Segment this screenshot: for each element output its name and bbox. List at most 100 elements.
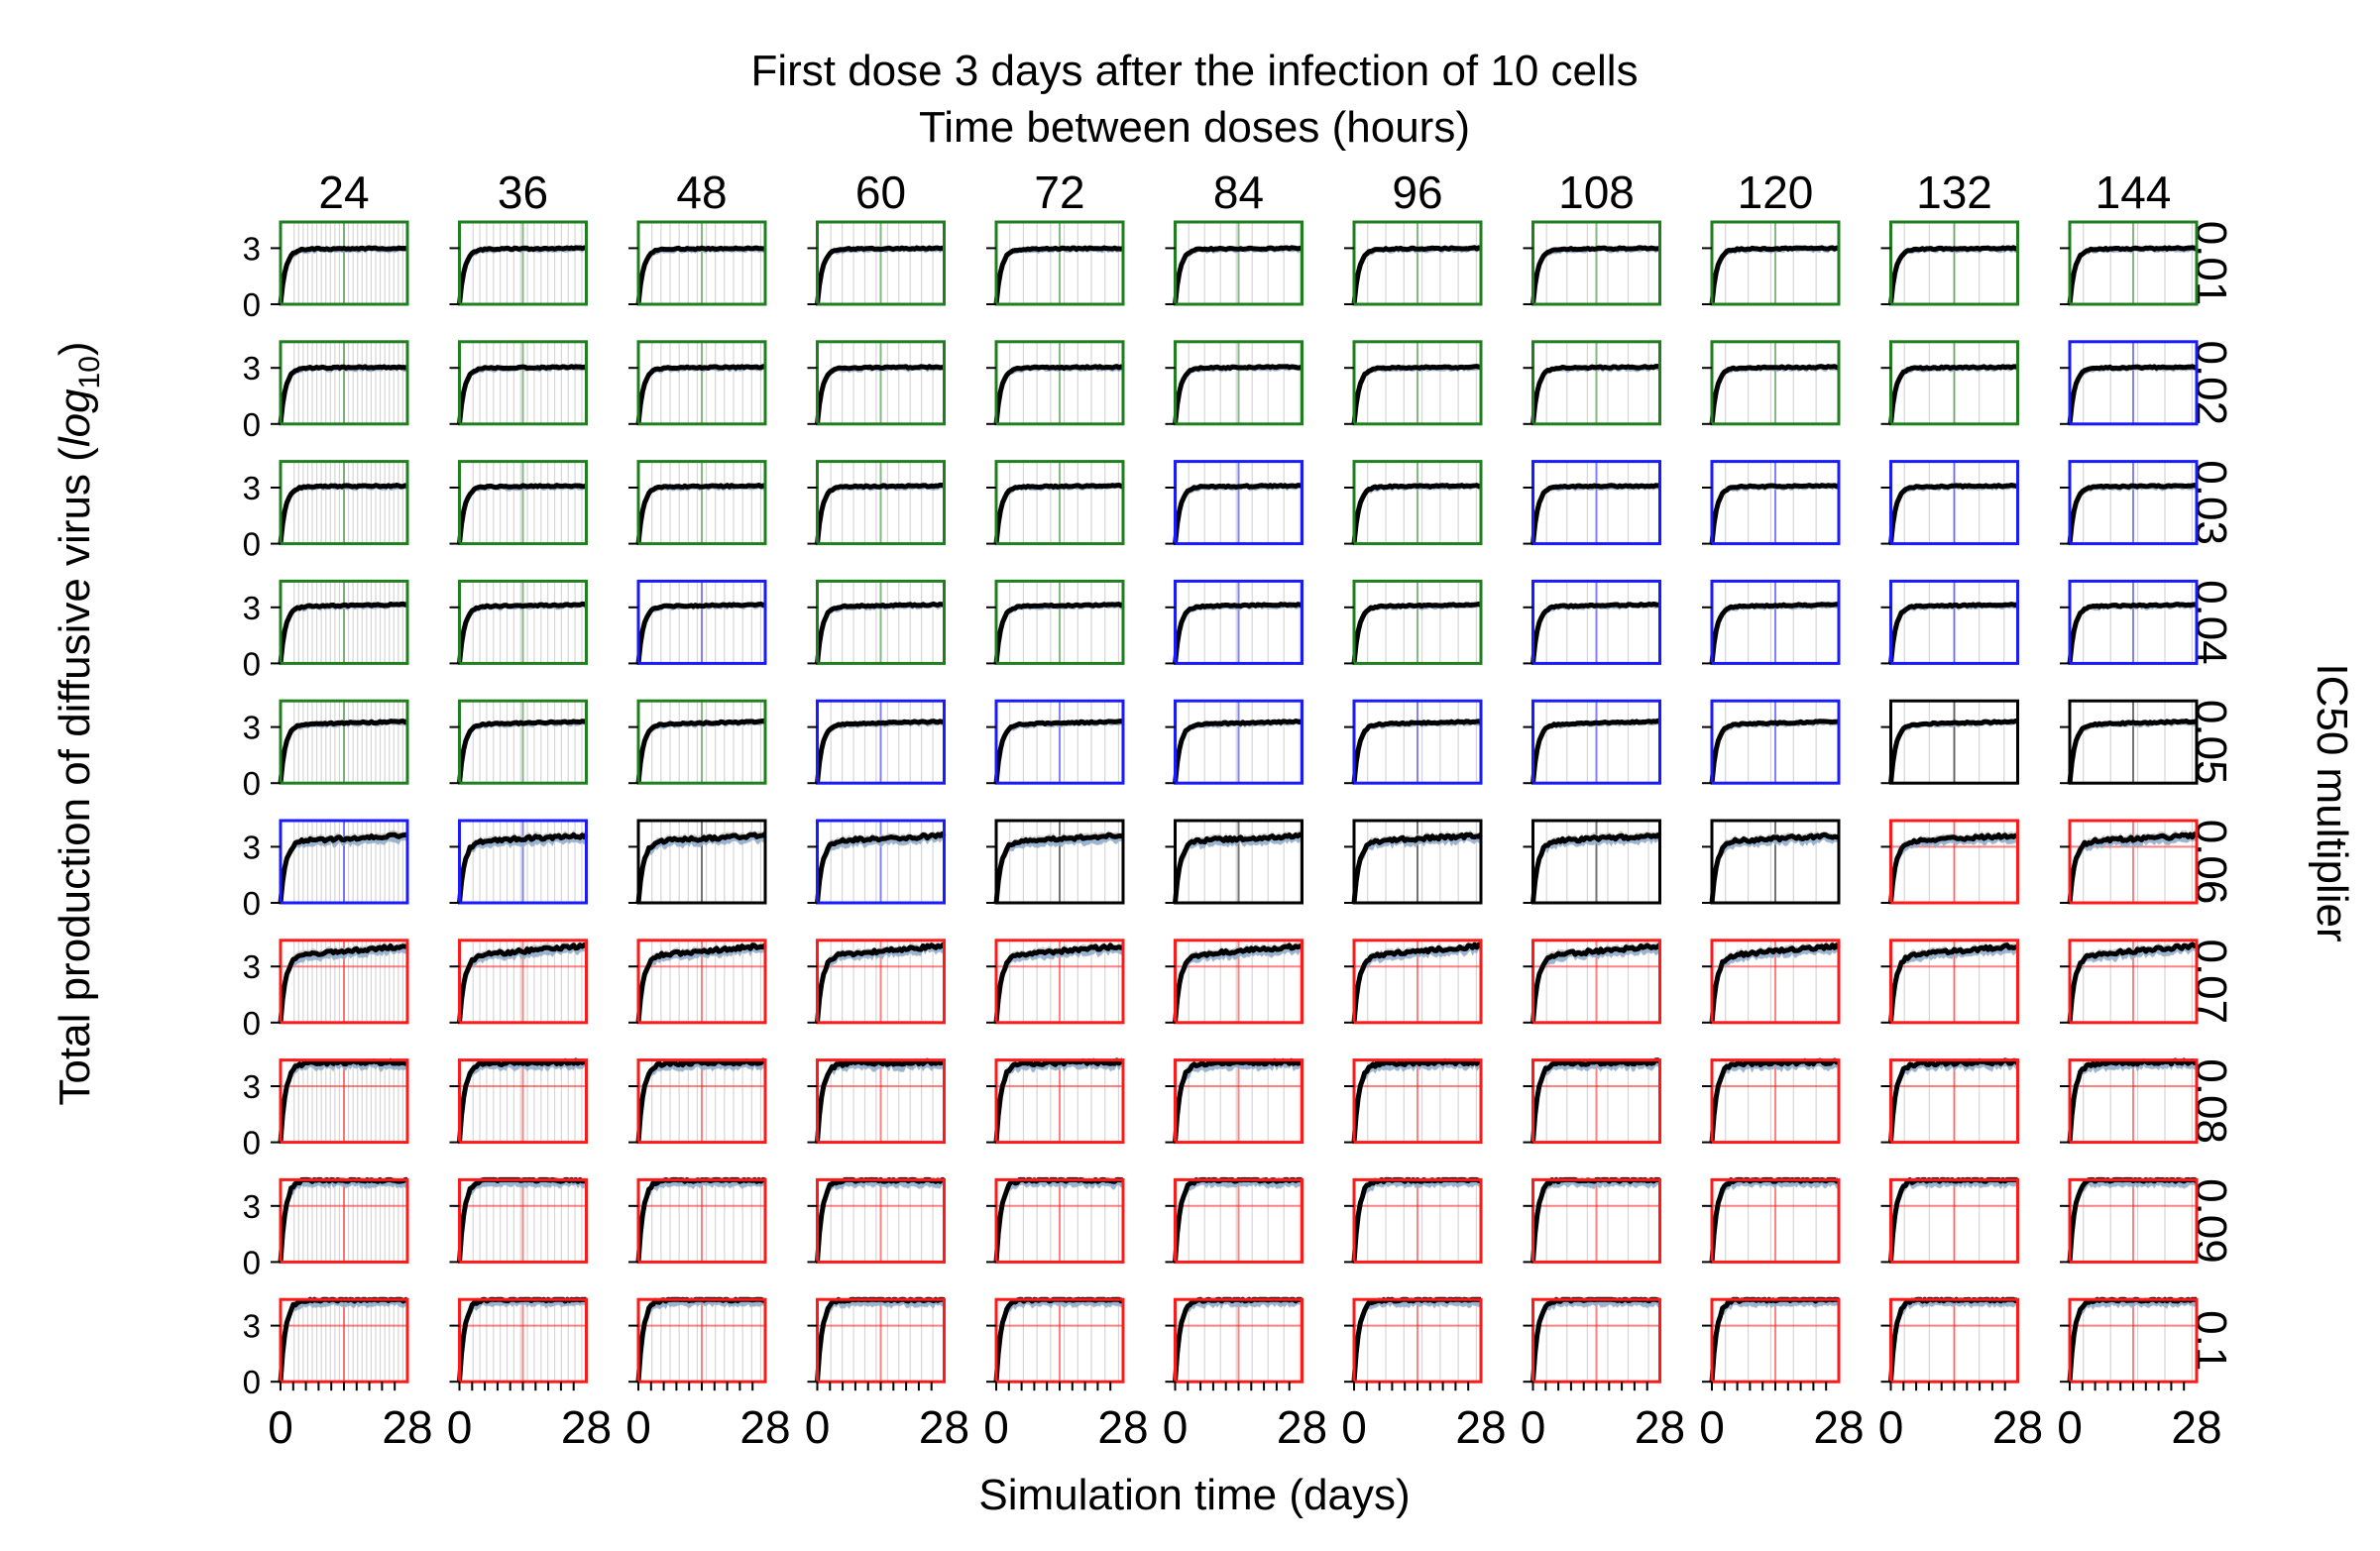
y-axis-label-suffix: ) xyxy=(51,341,99,356)
panel-frame xyxy=(458,819,588,905)
y-axis-label-log: log xyxy=(51,388,99,447)
panel xyxy=(1880,939,2019,1025)
mean-line xyxy=(1530,718,1661,784)
panel-frame xyxy=(1710,1058,1841,1145)
x-axis-label: Simulation time (days) xyxy=(978,1471,1410,1519)
panel xyxy=(1523,819,1662,905)
panel xyxy=(2060,939,2199,1025)
y-tick-label: 0 xyxy=(243,765,261,802)
mean-line xyxy=(1888,602,2019,664)
panel xyxy=(1702,220,1841,306)
chart-subtitle: Time between doses (hours) xyxy=(919,103,1470,152)
panel-frame xyxy=(994,1177,1125,1264)
y-axis-label-prefix: Total production of diffusive virus ( xyxy=(51,447,99,1106)
panel-frame xyxy=(279,819,409,905)
panel xyxy=(986,579,1125,665)
column-label: 144 xyxy=(2096,166,2172,218)
panel xyxy=(807,579,946,665)
y-axis-label: Total production of diffusive virus (log… xyxy=(51,341,106,1105)
y-tick-label: 3 xyxy=(243,948,261,985)
panel xyxy=(1880,220,2019,306)
band-blue xyxy=(459,1060,587,1143)
panel xyxy=(1165,1176,1303,1264)
x-tick-label: 28 xyxy=(739,1401,790,1453)
panel xyxy=(1523,340,1661,426)
panel: 0 28 xyxy=(805,1296,969,1453)
mean-line xyxy=(278,364,408,425)
band-gray xyxy=(1532,941,1660,1023)
panel-frame xyxy=(2068,340,2199,426)
panel xyxy=(807,1057,947,1145)
mean-line xyxy=(815,482,945,544)
panel-frame xyxy=(994,939,1125,1025)
y-tick-label: 0 xyxy=(243,406,261,443)
x-tick-label: 0 xyxy=(2057,1401,2083,1453)
panel xyxy=(1344,220,1483,306)
panel-frame xyxy=(1174,939,1303,1025)
band-gray xyxy=(1175,941,1303,1023)
panel xyxy=(1880,460,2019,546)
panel-frame xyxy=(1352,579,1483,665)
panel xyxy=(1165,579,1303,665)
y-tick-label: 0 xyxy=(243,1125,261,1162)
column-label: 120 xyxy=(1738,166,1814,218)
row-label: 0.03 xyxy=(2187,460,2235,545)
y-axis-label-base: 10 xyxy=(73,356,106,388)
mean-line xyxy=(815,1057,947,1143)
panel xyxy=(1165,939,1303,1025)
panel-frame xyxy=(458,220,588,306)
panel xyxy=(1523,1176,1661,1264)
panel xyxy=(628,1176,767,1264)
panel: 0 28 xyxy=(983,1296,1149,1453)
panel-frame xyxy=(1174,220,1303,306)
panel xyxy=(986,1176,1125,1264)
panel: 0 28 xyxy=(1521,1296,1685,1453)
panel-frame xyxy=(816,939,946,1025)
panel-frame xyxy=(1889,220,2019,306)
panel xyxy=(986,340,1125,426)
panel: 03 xyxy=(243,1057,409,1162)
panel-frame xyxy=(2068,460,2199,546)
mean-line xyxy=(993,1057,1125,1143)
panel xyxy=(2060,579,2199,665)
panel: 03 xyxy=(243,579,409,682)
mean-line xyxy=(457,831,589,904)
mean-line xyxy=(1709,831,1840,904)
mean-line xyxy=(1351,364,1482,425)
panel-frame xyxy=(279,699,409,785)
x-tick-label: 0 xyxy=(1878,1401,1904,1453)
mean-line xyxy=(635,483,766,544)
column-label: 24 xyxy=(318,166,369,218)
panel xyxy=(1344,340,1483,426)
mean-line xyxy=(815,719,945,784)
panel xyxy=(628,699,767,785)
y-tick-label: 0 xyxy=(243,1364,261,1400)
mean-line xyxy=(1530,1057,1661,1143)
y-tick-label: 3 xyxy=(243,1308,261,1345)
panel-frame xyxy=(2068,819,2199,905)
mean-line xyxy=(1530,483,1660,544)
mean-line xyxy=(278,1057,408,1143)
band-gray xyxy=(281,364,407,424)
mean-line xyxy=(815,601,945,664)
panel-frame xyxy=(994,1058,1125,1145)
panel-frame xyxy=(2068,1058,2199,1145)
panel-frame xyxy=(279,460,409,546)
row-label: 0.01 xyxy=(2187,221,2235,306)
column-label: 108 xyxy=(1558,166,1635,218)
panel xyxy=(628,819,767,905)
mean-line xyxy=(993,831,1124,904)
mean-line xyxy=(1709,719,1840,784)
panel xyxy=(2060,819,2199,905)
panel-frame xyxy=(279,939,409,1025)
column-label: 36 xyxy=(498,166,548,218)
x-tick-label: 28 xyxy=(382,1401,432,1453)
panel-frame xyxy=(1531,939,1661,1025)
panel: 03 xyxy=(243,220,409,323)
mean-line xyxy=(1173,719,1303,784)
mean-line xyxy=(1351,601,1483,664)
panel-frame xyxy=(1352,699,1483,785)
x-tick-label: 0 xyxy=(1163,1401,1189,1453)
panel xyxy=(807,1176,946,1264)
